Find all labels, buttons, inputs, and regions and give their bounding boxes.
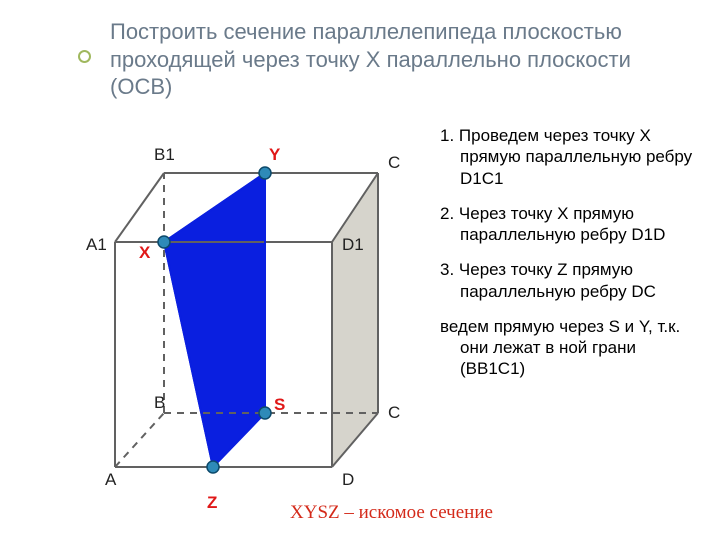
step-num: 3. xyxy=(440,260,454,279)
svg-text:Y: Y xyxy=(269,145,281,164)
svg-text:B: B xyxy=(154,393,165,412)
step-2: 2. Через точку X прямую параллельную реб… xyxy=(420,203,705,246)
svg-text:C1: C1 xyxy=(388,153,400,172)
step-num: 2. xyxy=(440,204,454,223)
step-text: Через точку Z прямую параллельную ребру … xyxy=(459,260,656,300)
step-3: 3. Через точку Z прямую параллельную реб… xyxy=(420,259,705,302)
page-title: Построить сечение параллелепипеда плоско… xyxy=(110,18,690,101)
step-text: Проведем через точку X прямую параллельн… xyxy=(459,126,692,188)
title-bullet xyxy=(78,50,91,63)
steps-list: 1. Проведем через точку X прямую паралле… xyxy=(420,125,705,394)
svg-text:Z: Z xyxy=(207,493,217,512)
svg-text:S: S xyxy=(274,395,285,414)
step-text: ведем прямую через S и Y, т.к. они лежат… xyxy=(440,317,680,379)
step-num: 1. xyxy=(440,126,454,145)
diagram-container: A D B C A1 D1 B1 C1 X Y S Z xyxy=(60,120,400,520)
svg-text:B1: B1 xyxy=(154,145,175,164)
result-text: XYSZ – искомое сечение xyxy=(290,502,493,524)
parallelepiped-diagram: A D B C A1 D1 B1 C1 X Y S Z xyxy=(60,120,400,520)
step-1: 1. Проведем через точку X прямую паралле… xyxy=(420,125,705,189)
svg-text:D1: D1 xyxy=(342,235,364,254)
svg-text:C: C xyxy=(388,403,400,422)
svg-text:A1: A1 xyxy=(86,235,107,254)
svg-text:X: X xyxy=(139,243,151,262)
step-4: ведем прямую через S и Y, т.к. они лежат… xyxy=(420,316,705,380)
svg-text:D: D xyxy=(342,470,354,489)
step-text: Через точку X прямую параллельную ребру … xyxy=(459,204,665,244)
svg-text:A: A xyxy=(105,470,117,489)
